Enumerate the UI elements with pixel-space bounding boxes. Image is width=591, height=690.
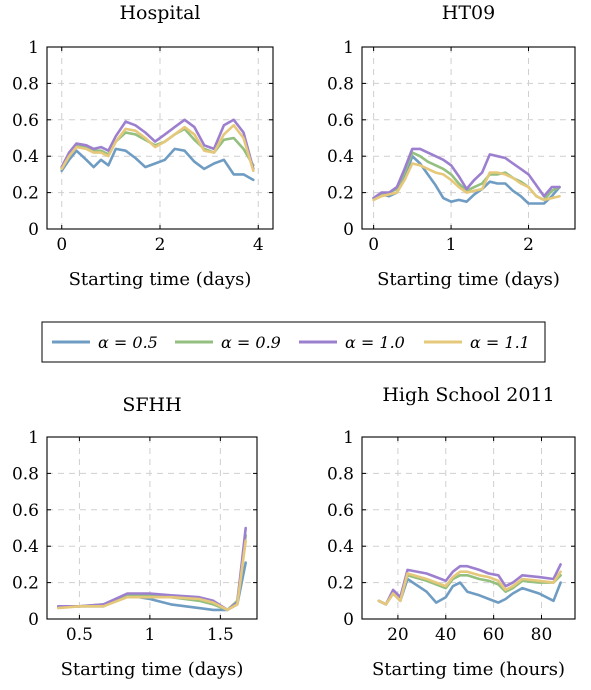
- high-school-2011-ytick-label: 1: [343, 428, 354, 448]
- high-school-2011-xtick-label: 40: [435, 625, 457, 645]
- hospital-series-line-1: [60, 147, 255, 182]
- sfhh-ytick-label: 0: [28, 610, 39, 630]
- high-school-2011-ytick-label: 0.4: [327, 537, 354, 557]
- high-school-2011-axes-frame: [361, 436, 576, 620]
- sfhh-ytick-label: 0.2: [12, 574, 39, 594]
- hospital-series-line-3: [60, 118, 255, 171]
- ht09-series-line-4: [372, 162, 561, 202]
- ht09-ytick-label: 0.2: [327, 184, 354, 204]
- high-school-2011-xtick-label: 80: [531, 625, 553, 645]
- legend-label-4: α = 1.1: [470, 333, 530, 352]
- high-school-2011-ytick-label: 0.2: [327, 574, 354, 594]
- hospital-ytick-label: 0.6: [12, 111, 39, 131]
- high-school-2011-ytick-label: 0: [343, 610, 354, 630]
- sfhh-chart: SFHH 0.5 1 1.5 0 0.2 0.4 0.6 0.8 1 Starting time (…: [12, 394, 258, 680]
- legend-label-1: α = 0.5: [98, 333, 158, 352]
- hospital-xtick-label: 4: [253, 235, 264, 255]
- ht09-axes-frame: [361, 46, 576, 230]
- high-school-2011-ytick-label: 0.8: [327, 464, 354, 484]
- sfhh-xlabel: Starting time (days): [61, 659, 244, 680]
- ht09-ytick-label: 0.8: [327, 74, 354, 94]
- hospital-title: Hospital: [119, 2, 200, 24]
- high-school-2011-xtick-label: 20: [387, 625, 409, 645]
- ht09-chart: HT09 0 1 2 0 0.2 0.4 0.6 0.8 1 Starting time (days…: [327, 2, 576, 290]
- high-school-2011-ytick-label: 0.6: [327, 501, 354, 521]
- hospital-xlabel: Starting time (days): [69, 269, 252, 290]
- ht09-ytick-label: 0.6: [327, 111, 354, 131]
- ht09-xtick-label: 2: [523, 235, 534, 255]
- ht09-series-line-3: [372, 147, 561, 200]
- sfhh-ytick-label: 0.6: [12, 501, 39, 521]
- sfhh-ytick-label: 0.8: [12, 464, 39, 484]
- hospital-series-line-4: [60, 124, 255, 173]
- high-school-2011-series-line-4: [377, 570, 562, 606]
- sfhh-title: SFHH: [122, 394, 181, 416]
- ht09-ytick-label: 0: [343, 220, 354, 240]
- hospital-ytick-label: 1: [28, 38, 39, 58]
- hospital-ytick-label: 0.8: [12, 74, 39, 94]
- high-school-2011-chart: High School 2011 20 40 60 80 0 0.2 0.4 0.6 0.8 1 St…: [327, 384, 576, 680]
- sfhh-series-line-4: [56, 539, 247, 612]
- ht09-xtick-label: 1: [446, 235, 457, 255]
- ht09-ytick-label: 1: [343, 38, 354, 58]
- hospital-chart: Hospital 0 2 4 0 0.2 0.4 0.6 0.8 1 Starting time (…: [12, 2, 274, 290]
- sfhh-xtick-label: 0.5: [66, 625, 93, 645]
- ht09-xtick-label: 0: [368, 235, 379, 255]
- hospital-xtick-label: 0: [56, 235, 67, 255]
- hospital-ytick-label: 0.4: [12, 147, 39, 167]
- sfhh-xtick-label: 1.5: [207, 625, 234, 645]
- hospital-ytick-label: 0.2: [12, 184, 39, 204]
- high-school-2011-xlabel: Starting time (hours): [372, 659, 565, 680]
- hospital-ytick-label: 0: [28, 220, 39, 240]
- legend: α = 0.5 α = 0.9 α = 1.0 α = 1.1: [41, 321, 546, 363]
- sfhh-xtick-label: 1: [144, 625, 155, 645]
- ht09-title: HT09: [442, 2, 495, 24]
- high-school-2011-title: High School 2011: [382, 384, 554, 406]
- ht09-ytick-label: 0.4: [327, 147, 354, 167]
- sfhh-ytick-label: 0.4: [12, 537, 39, 557]
- legend-label-3: α = 1.0: [345, 333, 405, 352]
- hospital-xtick-label: 2: [155, 235, 166, 255]
- sfhh-axes-frame: [46, 436, 258, 620]
- sfhh-ytick-label: 1: [28, 428, 39, 448]
- legend-label-2: α = 0.9: [221, 333, 281, 352]
- high-school-2011-xtick-label: 60: [483, 625, 505, 645]
- ht09-xlabel: Starting time (days): [377, 269, 560, 290]
